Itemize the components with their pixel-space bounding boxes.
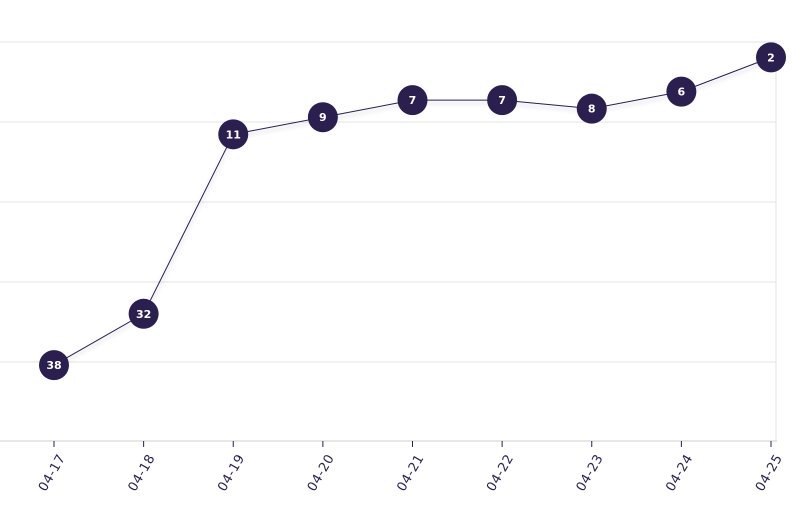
x-tick-label: 04-23 [574, 452, 607, 494]
x-axis: 04-17 04-18 04-19 04-20 04-21 04-22 04-23 04-24… [0, 440, 786, 494]
point-marker[interactable] [307, 102, 338, 133]
data-point[interactable]: 6 [666, 76, 697, 107]
point-value-label: 32 [136, 308, 151, 321]
x-tick-label: 04-20 [305, 452, 338, 494]
data-point[interactable]: 7 [487, 85, 518, 116]
point-value-label: 2 [767, 51, 775, 64]
data-point[interactable]: 38 [39, 350, 69, 381]
point-marker[interactable] [397, 85, 428, 116]
gridlines [0, 41, 777, 441]
x-tick-label: 04-22 [484, 452, 517, 494]
data-point[interactable]: 11 [218, 119, 249, 150]
x-tick-label: 04-17 [36, 452, 69, 494]
data-point[interactable]: 32 [128, 298, 159, 329]
point-marker[interactable] [756, 42, 786, 73]
point-value-label: 7 [409, 94, 417, 107]
x-tick-label: 04-25 [753, 452, 786, 494]
point-value-label: 7 [498, 94, 506, 107]
point-marker[interactable] [576, 93, 607, 124]
point-value-label: 11 [226, 128, 241, 141]
data-point[interactable]: 2 [756, 42, 786, 73]
point-marker[interactable] [128, 298, 159, 329]
point-value-label: 38 [46, 359, 61, 372]
data-point[interactable]: 9 [307, 102, 338, 133]
data-points: 38 32 11 9 7 7 8 6 2 [39, 42, 786, 381]
point-marker[interactable] [39, 350, 69, 381]
point-marker[interactable] [218, 119, 249, 150]
point-marker[interactable] [666, 76, 697, 107]
x-tick-label: 04-24 [663, 452, 696, 494]
point-value-label: 6 [678, 86, 686, 99]
x-tick-label: 04-19 [215, 452, 248, 494]
data-point[interactable]: 8 [576, 93, 607, 124]
x-tick-label: 04-18 [126, 452, 159, 494]
point-value-label: 9 [319, 111, 327, 124]
x-tick-label: 04-21 [394, 452, 427, 494]
point-value-label: 8 [588, 103, 596, 116]
data-point[interactable]: 7 [397, 85, 428, 116]
point-marker[interactable] [487, 85, 518, 116]
